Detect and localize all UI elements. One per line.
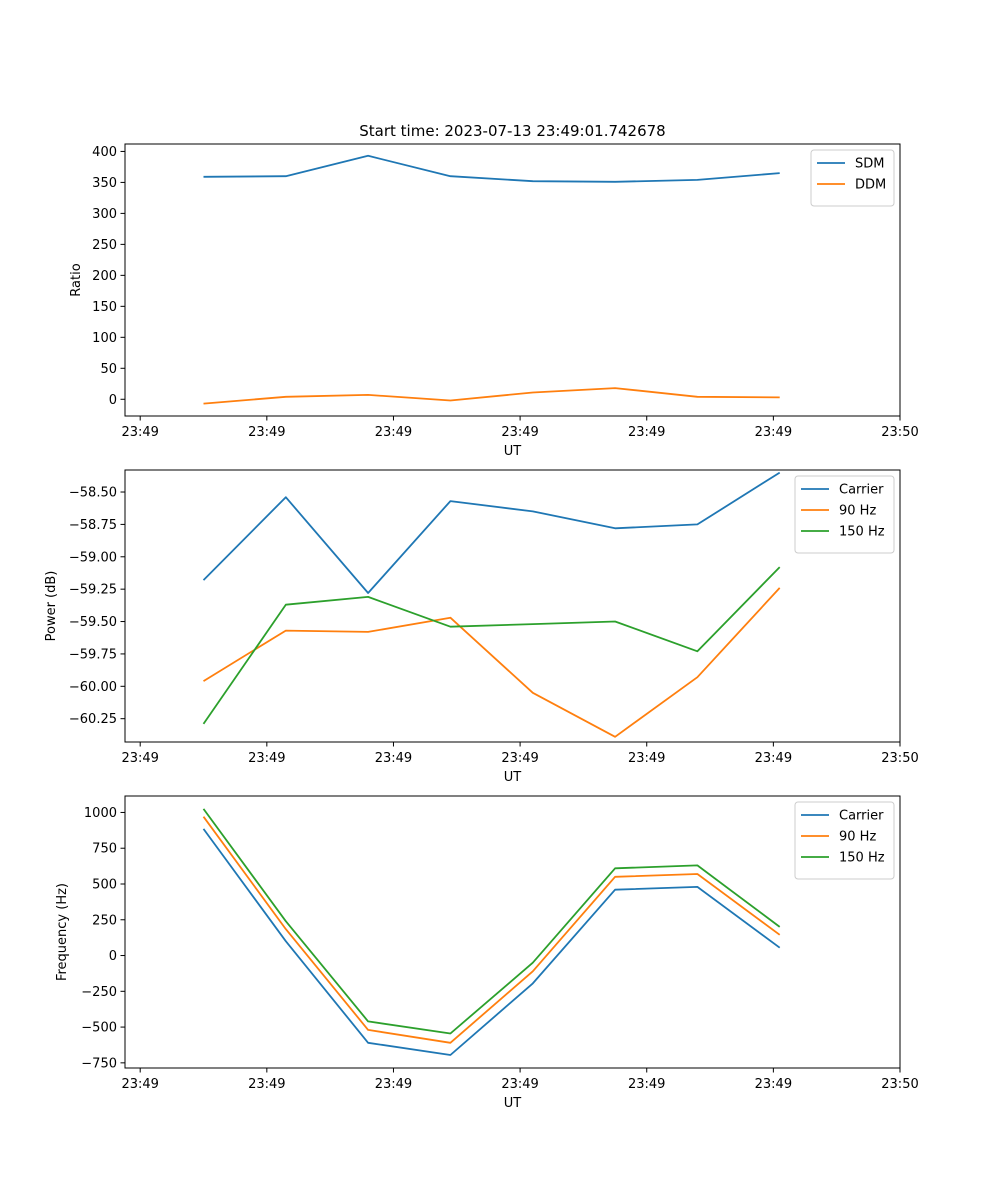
power-axes-frame <box>124 469 901 743</box>
frequency-legend-label: 150 Hz <box>839 851 885 866</box>
frequency-y-tick-label: 1000 <box>84 806 117 821</box>
figure-title: Start time: 2023-07-13 23:49:01.742678 <box>359 122 665 140</box>
power-x-tick-label: 23:49 <box>248 751 285 766</box>
ratio-series-sdm <box>203 154 780 183</box>
frequency-series-90-hz <box>202 816 781 1044</box>
ratio-x-tick-label: 23:50 <box>881 425 918 440</box>
frequency-x-tick-label: 23:49 <box>375 1077 412 1092</box>
frequency-legend-label: 90 Hz <box>839 830 876 845</box>
ratio-legend <box>810 149 895 207</box>
frequency-legend <box>794 801 895 880</box>
power-y-tick-label: −60.25 <box>69 712 117 727</box>
power-x-tick-label: 23:49 <box>755 751 792 766</box>
power-series-150-hz <box>202 566 781 725</box>
frequency-x-tick-label: 23:49 <box>121 1077 158 1092</box>
ratio-x-tick-label: 23:49 <box>248 425 285 440</box>
ratio-legend-label: DDM <box>855 178 886 193</box>
ratio-panel: 23:49 23:49 23:49 23:49 23:49 23:49 23:50 0 50 10… <box>69 143 919 459</box>
power-y-tick-label: −58.50 <box>69 486 117 501</box>
ratio-y-tick-label: 0 <box>109 393 117 408</box>
frequency-y-axis-label: Frequency (Hz) <box>55 883 70 981</box>
ratio-x-tick-label: 23:49 <box>755 425 792 440</box>
power-y-tick-label: −59.50 <box>69 615 117 630</box>
frequency-x-tick-label: 23:50 <box>881 1077 918 1092</box>
frequency-y-tick-label: −500 <box>81 1021 117 1036</box>
ratio-legend-label: SDM <box>855 157 884 172</box>
power-series-90-hz <box>203 587 781 738</box>
frequency-axes-frame <box>124 795 901 1069</box>
power-x-tick-label: 23:49 <box>375 751 412 766</box>
ratio-y-tick-label: 250 <box>92 238 117 253</box>
frequency-y-tick-label: 250 <box>92 913 117 928</box>
power-y-tick-label: −60.00 <box>69 680 117 695</box>
ratio-y-tick-label: 300 <box>92 207 117 222</box>
power-x-tick-label: 23:49 <box>121 751 158 766</box>
power-legend-label: 90 Hz <box>839 504 876 519</box>
ratio-y-axis-label: Ratio <box>69 263 84 296</box>
ratio-x-axis-label: UT <box>504 444 522 459</box>
frequency-series-150-hz <box>202 808 781 1035</box>
power-y-tick-label: −59.25 <box>69 583 117 598</box>
frequency-y-tick-label: 500 <box>92 877 117 892</box>
power-y-tick-label: −59.00 <box>69 550 117 565</box>
frequency-y-tick-label: −750 <box>81 1056 117 1071</box>
ratio-y-tick-label: 400 <box>92 145 117 160</box>
power-panel: 23:49 23:49 23:49 23:49 23:49 23:49 23:50 −60.2… <box>44 469 919 785</box>
power-x-tick-label: 23:49 <box>628 751 665 766</box>
power-y-tick-label: −58.75 <box>69 518 117 533</box>
power-legend-label: 150 Hz <box>839 525 885 540</box>
power-x-axis-label: UT <box>504 770 522 785</box>
ratio-series-ddm <box>203 387 780 405</box>
ratio-x-tick-label: 23:49 <box>375 425 412 440</box>
frequency-y-tick-label: 0 <box>109 949 117 964</box>
ratio-axes-frame <box>124 143 901 417</box>
ratio-y-tick-label: 50 <box>100 362 117 377</box>
ratio-x-tick-label: 23:49 <box>501 425 538 440</box>
frequency-x-tick-label: 23:49 <box>501 1077 538 1092</box>
frequency-legend-label: Carrier <box>839 809 884 824</box>
frequency-x-tick-label: 23:49 <box>628 1077 665 1092</box>
power-x-tick-label: 23:50 <box>881 751 918 766</box>
ratio-x-tick-label: 23:49 <box>628 425 665 440</box>
frequency-series-carrier <box>202 828 781 1056</box>
ratio-x-tick-label: 23:49 <box>121 425 158 440</box>
frequency-x-tick-label: 23:49 <box>755 1077 792 1092</box>
ratio-y-tick-label: 100 <box>92 331 117 346</box>
power-x-tick-label: 23:49 <box>501 751 538 766</box>
frequency-y-tick-label: −250 <box>81 985 117 1000</box>
frequency-y-tick-label: 750 <box>92 842 117 857</box>
power-legend <box>794 475 895 554</box>
ratio-y-tick-label: 150 <box>92 300 117 315</box>
ratio-y-tick-label: 350 <box>92 176 117 191</box>
frequency-x-axis-label: UT <box>504 1096 522 1111</box>
power-legend-label: Carrier <box>839 483 884 498</box>
power-y-tick-label: −59.75 <box>69 647 117 662</box>
frequency-panel: 23:49 23:49 23:49 23:49 23:49 23:49 23:50 −750 −… <box>55 795 919 1111</box>
power-y-axis-label: Power (dB) <box>44 571 59 642</box>
ratio-y-tick-label: 200 <box>92 269 117 284</box>
power-series-carrier <box>202 471 781 594</box>
frequency-x-tick-label: 23:49 <box>248 1077 285 1092</box>
